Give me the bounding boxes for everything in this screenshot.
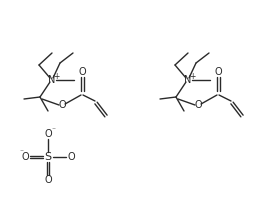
- Text: O: O: [44, 175, 52, 185]
- Text: ⁻: ⁻: [51, 125, 55, 135]
- Text: +: +: [53, 72, 60, 81]
- Text: O: O: [78, 67, 86, 77]
- Text: O: O: [194, 100, 202, 110]
- Text: N: N: [48, 75, 56, 85]
- Text: ⁻: ⁻: [19, 147, 23, 157]
- Text: O: O: [214, 67, 222, 77]
- Text: S: S: [45, 152, 52, 162]
- Text: +: +: [189, 72, 196, 81]
- Text: N: N: [184, 75, 192, 85]
- Text: O: O: [44, 129, 52, 139]
- Text: O: O: [67, 152, 75, 162]
- Text: O: O: [21, 152, 29, 162]
- Text: O: O: [58, 100, 66, 110]
